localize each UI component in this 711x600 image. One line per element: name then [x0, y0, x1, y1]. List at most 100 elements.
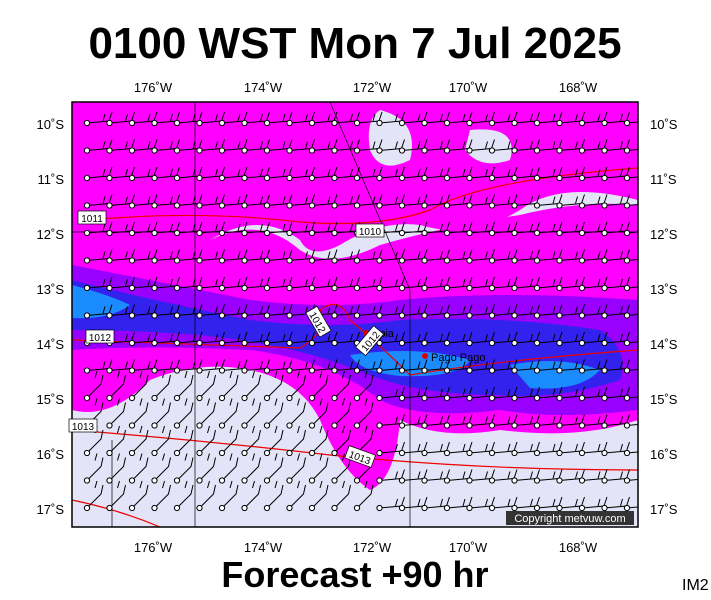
barb-station	[353, 477, 361, 484]
barb-station	[421, 367, 428, 374]
barb-station	[511, 449, 518, 457]
title: 0100 WST Mon 7 Jul 2025	[88, 19, 621, 68]
barb-station	[106, 202, 113, 209]
barb-station	[128, 202, 136, 209]
barb	[221, 453, 239, 481]
barb-station	[398, 147, 406, 154]
lat-label-right: 14˚S	[650, 337, 678, 352]
isobar-label-group: 1012	[85, 329, 115, 344]
barb-station	[128, 174, 136, 182]
isobar-label-group: 1010	[355, 223, 385, 238]
barb-station	[488, 422, 496, 429]
barb-station	[533, 394, 541, 402]
barb-station	[443, 504, 451, 512]
barb-station	[376, 477, 383, 484]
barb	[109, 425, 126, 454]
barb-station	[601, 394, 608, 402]
barb-station	[466, 394, 473, 402]
barb	[199, 453, 216, 481]
barb-station	[308, 477, 316, 484]
barb-station	[151, 422, 158, 429]
barb-station	[308, 257, 316, 264]
lon-label-top: 168˚W	[559, 80, 598, 95]
barb-station	[578, 174, 586, 182]
barb-station	[578, 202, 586, 209]
barb-station	[466, 202, 473, 209]
barb-station	[466, 147, 473, 154]
lon-label-bottom: 172˚W	[353, 540, 392, 555]
barb-station	[623, 174, 631, 182]
barb-station	[263, 202, 271, 209]
barb-station	[623, 339, 631, 347]
barb-station	[511, 202, 518, 209]
barb-station	[511, 257, 518, 264]
barb-station	[511, 477, 518, 484]
barb-station	[623, 202, 631, 209]
barb-station	[263, 174, 271, 182]
barb-station	[151, 312, 158, 319]
barb-station	[331, 229, 338, 237]
barb-station	[151, 449, 158, 457]
barb-station	[511, 504, 518, 512]
barb-station	[556, 422, 563, 429]
barb-station	[466, 312, 473, 319]
barb-station	[331, 339, 338, 347]
barb-station	[151, 257, 158, 264]
barb-station	[443, 174, 451, 182]
barb-station	[421, 449, 428, 457]
barb	[334, 398, 351, 426]
barb-station	[623, 147, 631, 154]
barb	[199, 370, 216, 399]
barb-station	[308, 367, 316, 374]
barb-station	[83, 229, 91, 237]
barb-station	[331, 367, 338, 374]
barb-station	[331, 422, 338, 429]
barb-station	[376, 284, 383, 292]
barb-station	[241, 422, 248, 429]
barb-station	[196, 202, 203, 209]
barb	[221, 370, 239, 399]
barb-station	[308, 394, 316, 402]
barb-station	[106, 477, 113, 484]
barb-station	[443, 312, 451, 319]
barb-station	[128, 339, 136, 347]
barb-station	[398, 257, 406, 264]
barb-station	[421, 174, 428, 182]
barb-station	[173, 119, 181, 127]
barb-station	[376, 147, 383, 154]
barb-station	[601, 449, 608, 457]
map-area	[72, 102, 638, 527]
barb-station	[376, 257, 383, 264]
barb-station	[263, 229, 271, 237]
barb	[131, 398, 149, 426]
barb	[109, 453, 126, 481]
barb-station	[286, 367, 293, 374]
barb-station	[511, 174, 518, 182]
barb	[244, 425, 261, 454]
barb-station	[286, 257, 293, 264]
isobar-label-box	[344, 445, 376, 468]
barb-station	[488, 312, 496, 319]
barb-station	[263, 394, 271, 402]
barb	[266, 370, 284, 399]
barb-station	[263, 449, 271, 457]
barb-station	[556, 284, 563, 292]
barb-station	[398, 312, 406, 319]
barb-station	[308, 174, 316, 182]
lat-label-left: 14˚S	[37, 337, 65, 352]
place-dot	[422, 353, 428, 359]
barb-station	[466, 367, 473, 374]
barb	[334, 425, 351, 454]
barb-station	[151, 202, 158, 209]
barb	[131, 425, 149, 454]
isobar-label-box	[85, 329, 115, 344]
barb-station	[241, 202, 248, 209]
barb-station	[83, 257, 91, 264]
barb-station	[173, 202, 181, 209]
barb	[199, 480, 216, 509]
barb-station	[353, 202, 361, 209]
barb-station	[443, 394, 451, 402]
barb	[334, 480, 351, 509]
lat-label-right: 13˚S	[650, 282, 678, 297]
barb-station	[241, 147, 248, 154]
